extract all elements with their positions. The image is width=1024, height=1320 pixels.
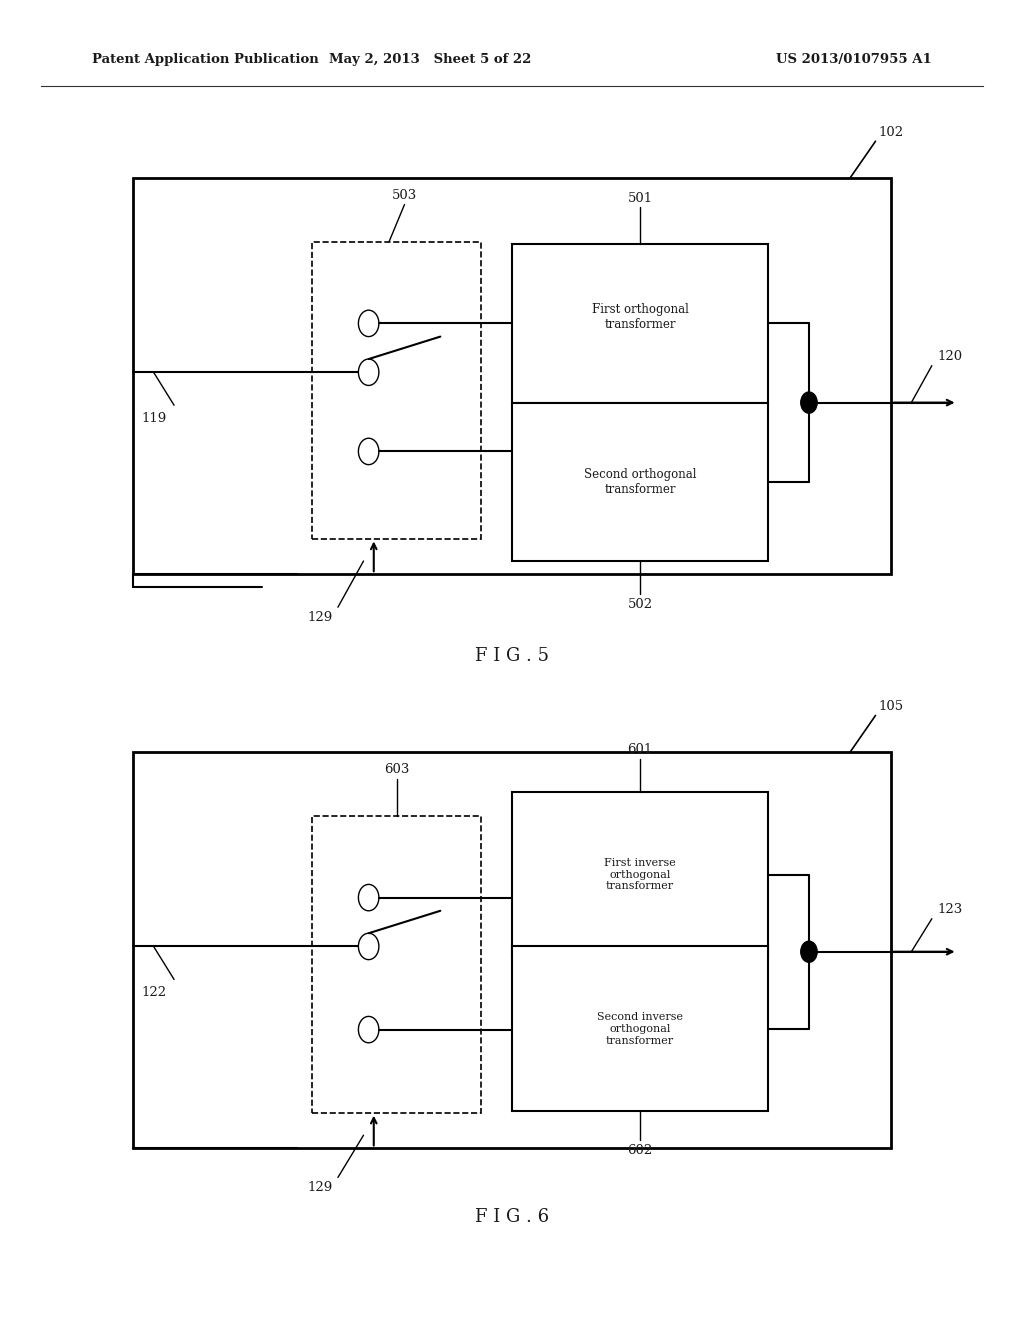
Text: First orthogonal
transformer: First orthogonal transformer	[592, 302, 688, 331]
Text: 129: 129	[307, 611, 333, 624]
FancyBboxPatch shape	[512, 946, 768, 1111]
Text: F I G . 6: F I G . 6	[475, 1208, 549, 1226]
Text: 603: 603	[384, 763, 410, 776]
Text: F I G . 5: F I G . 5	[475, 647, 549, 665]
Text: 503: 503	[392, 189, 417, 202]
FancyBboxPatch shape	[512, 244, 768, 403]
FancyBboxPatch shape	[133, 752, 891, 1148]
Text: 601: 601	[628, 743, 652, 756]
Text: Patent Application Publication: Patent Application Publication	[92, 53, 318, 66]
Text: 122: 122	[141, 986, 166, 999]
FancyBboxPatch shape	[512, 792, 768, 957]
Text: 119: 119	[141, 412, 166, 425]
Text: Second orthogonal
transformer: Second orthogonal transformer	[584, 467, 696, 496]
FancyBboxPatch shape	[312, 242, 481, 539]
Text: 120: 120	[937, 350, 963, 363]
FancyBboxPatch shape	[512, 403, 768, 561]
Text: 502: 502	[628, 598, 652, 611]
Text: Second inverse
orthogonal
transformer: Second inverse orthogonal transformer	[597, 1012, 683, 1045]
Text: US 2013/0107955 A1: US 2013/0107955 A1	[776, 53, 932, 66]
Text: 123: 123	[937, 903, 963, 916]
Text: 105: 105	[879, 700, 904, 713]
FancyBboxPatch shape	[312, 816, 481, 1113]
Text: First inverse
orthogonal
transformer: First inverse orthogonal transformer	[604, 858, 676, 891]
FancyBboxPatch shape	[133, 178, 891, 574]
Circle shape	[801, 392, 817, 413]
Text: 602: 602	[628, 1144, 652, 1158]
Circle shape	[801, 941, 817, 962]
Text: 102: 102	[879, 125, 904, 139]
Text: 501: 501	[628, 191, 652, 205]
Text: May 2, 2013   Sheet 5 of 22: May 2, 2013 Sheet 5 of 22	[329, 53, 531, 66]
Text: 129: 129	[307, 1181, 333, 1195]
